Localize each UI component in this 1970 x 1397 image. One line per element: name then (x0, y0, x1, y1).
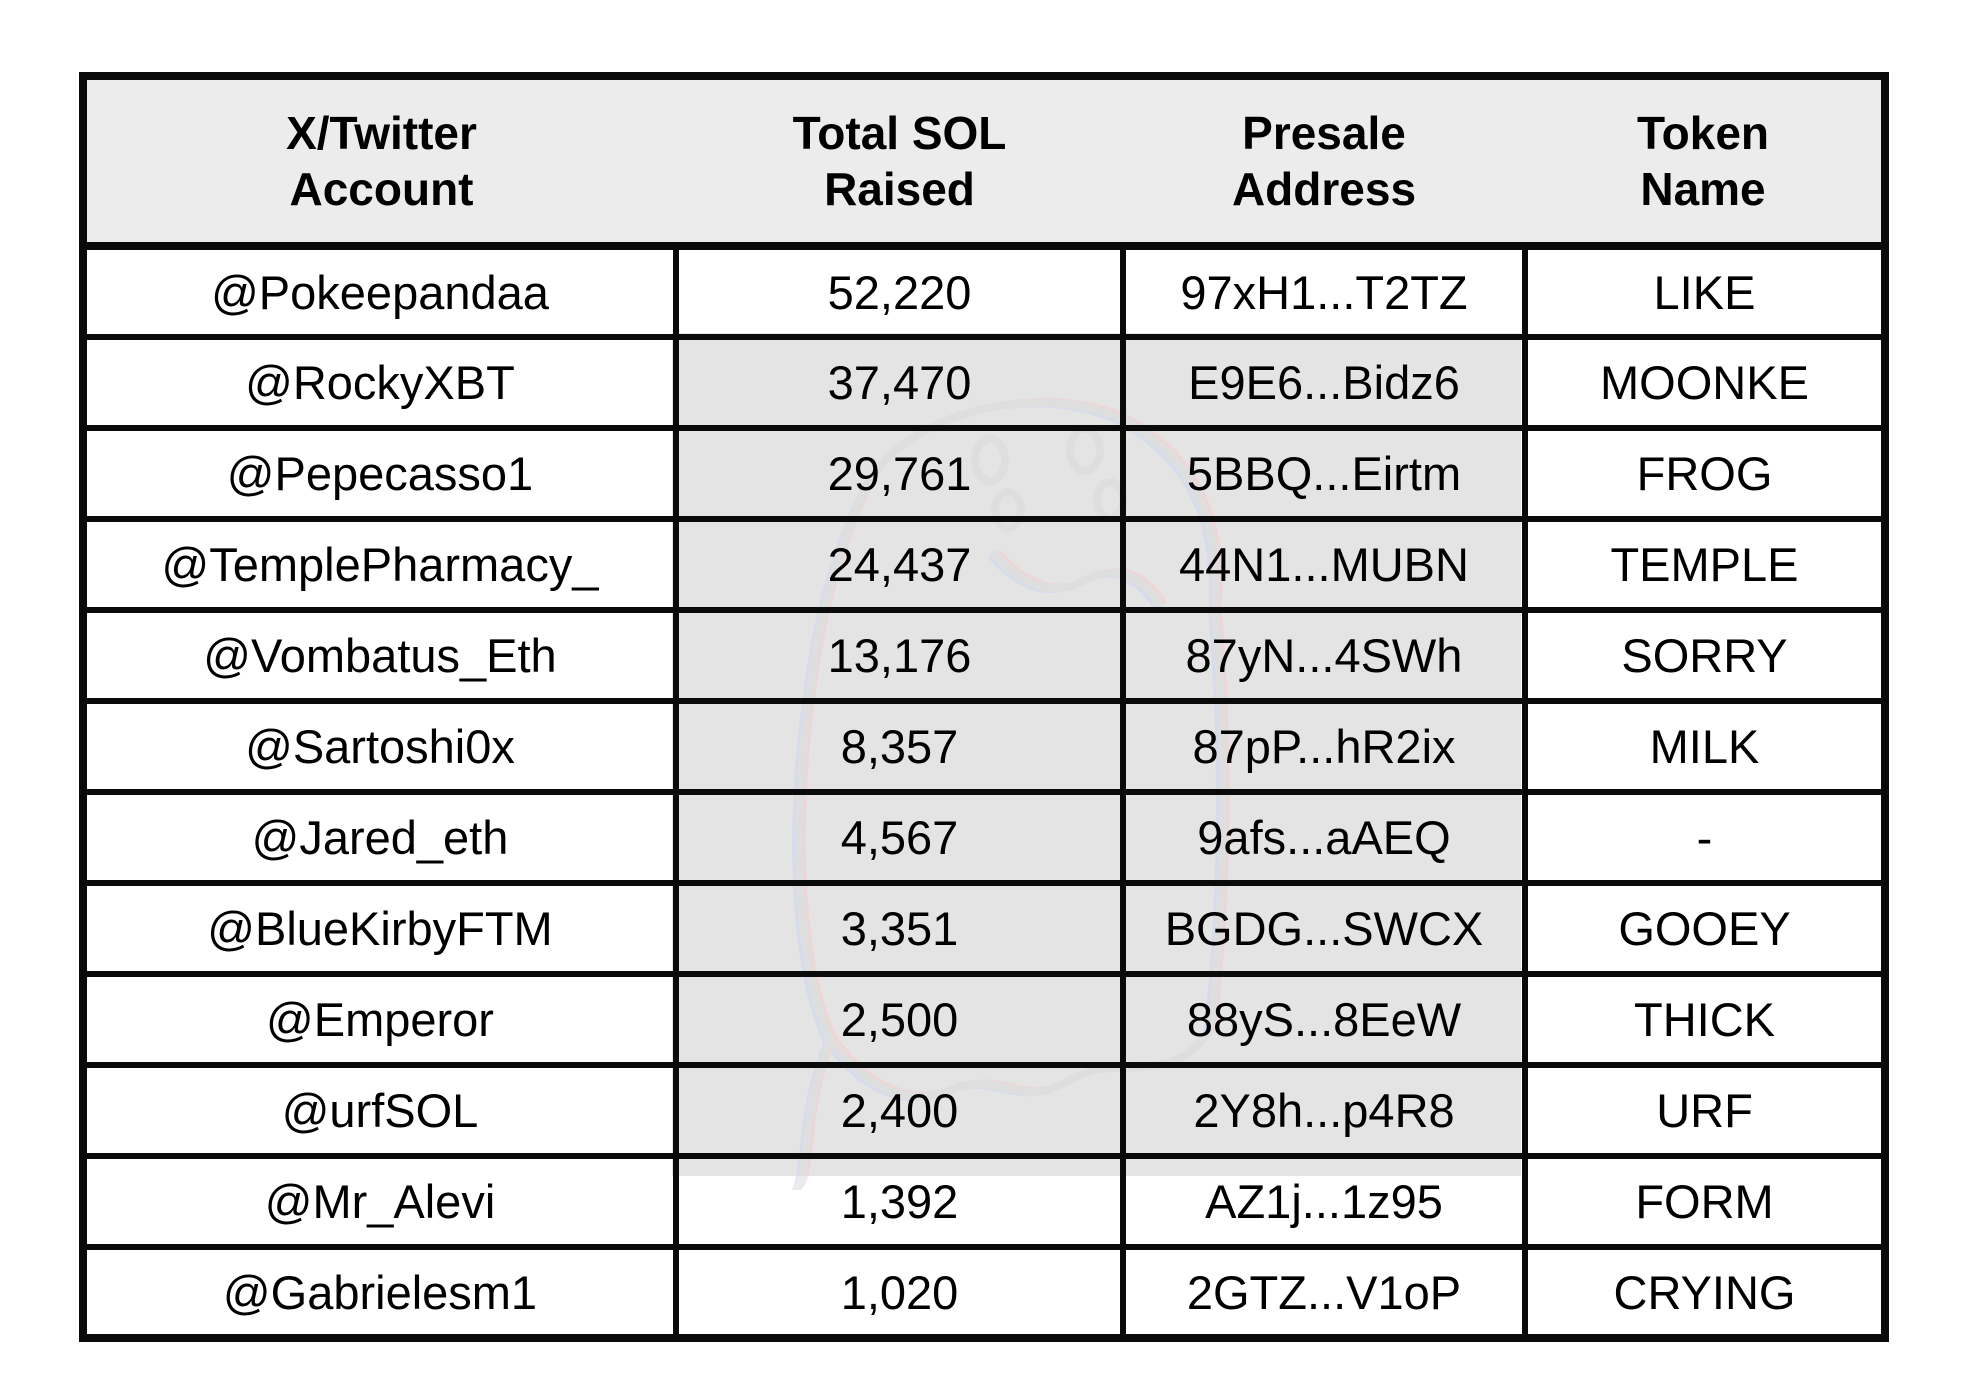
table-row: @RockyXBT 37,470 E9E6...Bidz6 MOONKE (80, 334, 1888, 431)
table-row: @Mr_Alevi 1,392 AZ1j...1z95 FORM (80, 1153, 1888, 1250)
sol-cell: 13,176 (673, 607, 1126, 704)
presale-table: X/Twitter Account Total SOL Raised Presa… (79, 72, 1889, 1342)
table-row: @Jared_eth 4,567 9afs...aAEQ - (80, 789, 1888, 886)
token-cell: FORM (1522, 1153, 1888, 1250)
table-row: @urfSOL 2,400 2Y8h...p4R8 URF (80, 1062, 1888, 1159)
header-row: X/Twitter Account Total SOL Raised Presa… (83, 73, 1885, 250)
table-row: @Sartoshi0x 8,357 87pP...hR2ix MILK (80, 698, 1888, 795)
account-cell: @Pepecasso1 (80, 425, 679, 522)
address-cell: 87yN...4SWh (1120, 607, 1528, 704)
table-row: @Gabrielesm1 1,020 2GTZ...V1oP CRYING (80, 1244, 1888, 1341)
account-cell: @TemplePharmacy_ (80, 516, 679, 613)
token-cell: CRYING (1522, 1244, 1888, 1341)
col-header-presale-address: Presale Address (1123, 73, 1525, 250)
address-cell: 2GTZ...V1oP (1120, 1244, 1528, 1341)
account-cell: @Emperor (80, 971, 679, 1068)
sol-cell: 2,500 (673, 971, 1126, 1068)
col-header-sol-raised: Total SOL Raised (676, 73, 1123, 250)
table-row: @TemplePharmacy_ 24,437 44N1...MUBN TEMP… (80, 516, 1888, 613)
table-row: @Pepecasso1 29,761 5BBQ...Eirtm FROG (80, 425, 1888, 522)
token-cell: THICK (1522, 971, 1888, 1068)
token-cell: URF (1522, 1062, 1888, 1159)
account-cell: @RockyXBT (80, 334, 679, 431)
sol-cell: 4,567 (673, 789, 1126, 886)
address-cell: 97xH1...T2TZ (1120, 243, 1528, 340)
token-cell: MOONKE (1522, 334, 1888, 431)
table-row: @Emperor 2,500 88yS...8EeW THICK (80, 971, 1888, 1068)
col-header-token-name: Token Name (1525, 73, 1885, 250)
address-cell: 88yS...8EeW (1120, 971, 1528, 1068)
address-cell: 44N1...MUBN (1120, 516, 1528, 613)
table-row: @Pokeepandaa 52,220 97xH1...T2TZ LIKE (80, 243, 1888, 340)
address-cell: AZ1j...1z95 (1120, 1153, 1528, 1250)
token-cell: GOOEY (1522, 880, 1888, 977)
data-table: X/Twitter Account Total SOL Raised Presa… (79, 72, 1889, 1342)
sol-cell: 2,400 (673, 1062, 1126, 1159)
account-cell: @Vombatus_Eth (80, 607, 679, 704)
account-cell: @urfSOL (80, 1062, 679, 1159)
table-row: @Vombatus_Eth 13,176 87yN...4SWh SORRY (80, 607, 1888, 704)
account-cell: @Jared_eth (80, 789, 679, 886)
token-cell: LIKE (1522, 243, 1888, 340)
sol-cell: 3,351 (673, 880, 1126, 977)
token-cell: SORRY (1522, 607, 1888, 704)
sol-cell: 8,357 (673, 698, 1126, 795)
account-cell: @BlueKirbyFTM (80, 880, 679, 977)
address-cell: 87pP...hR2ix (1120, 698, 1528, 795)
account-cell: @Pokeepandaa (80, 243, 679, 340)
token-cell: - (1522, 789, 1888, 886)
account-cell: @Gabrielesm1 (80, 1244, 679, 1341)
sol-cell: 1,020 (673, 1244, 1126, 1341)
col-header-account: X/Twitter Account (83, 73, 676, 250)
token-cell: TEMPLE (1522, 516, 1888, 613)
account-cell: @Sartoshi0x (80, 698, 679, 795)
account-cell: @Mr_Alevi (80, 1153, 679, 1250)
token-cell: FROG (1522, 425, 1888, 522)
sol-cell: 52,220 (673, 243, 1126, 340)
address-cell: 9afs...aAEQ (1120, 789, 1528, 886)
sol-cell: 1,392 (673, 1153, 1126, 1250)
address-cell: 5BBQ...Eirtm (1120, 425, 1528, 522)
sol-cell: 24,437 (673, 516, 1126, 613)
table-row: @BlueKirbyFTM 3,351 BGDG...SWCX GOOEY (80, 880, 1888, 977)
address-cell: E9E6...Bidz6 (1120, 334, 1528, 431)
address-cell: BGDG...SWCX (1120, 880, 1528, 977)
sol-cell: 29,761 (673, 425, 1126, 522)
token-cell: MILK (1522, 698, 1888, 795)
address-cell: 2Y8h...p4R8 (1120, 1062, 1528, 1159)
sol-cell: 37,470 (673, 334, 1126, 431)
